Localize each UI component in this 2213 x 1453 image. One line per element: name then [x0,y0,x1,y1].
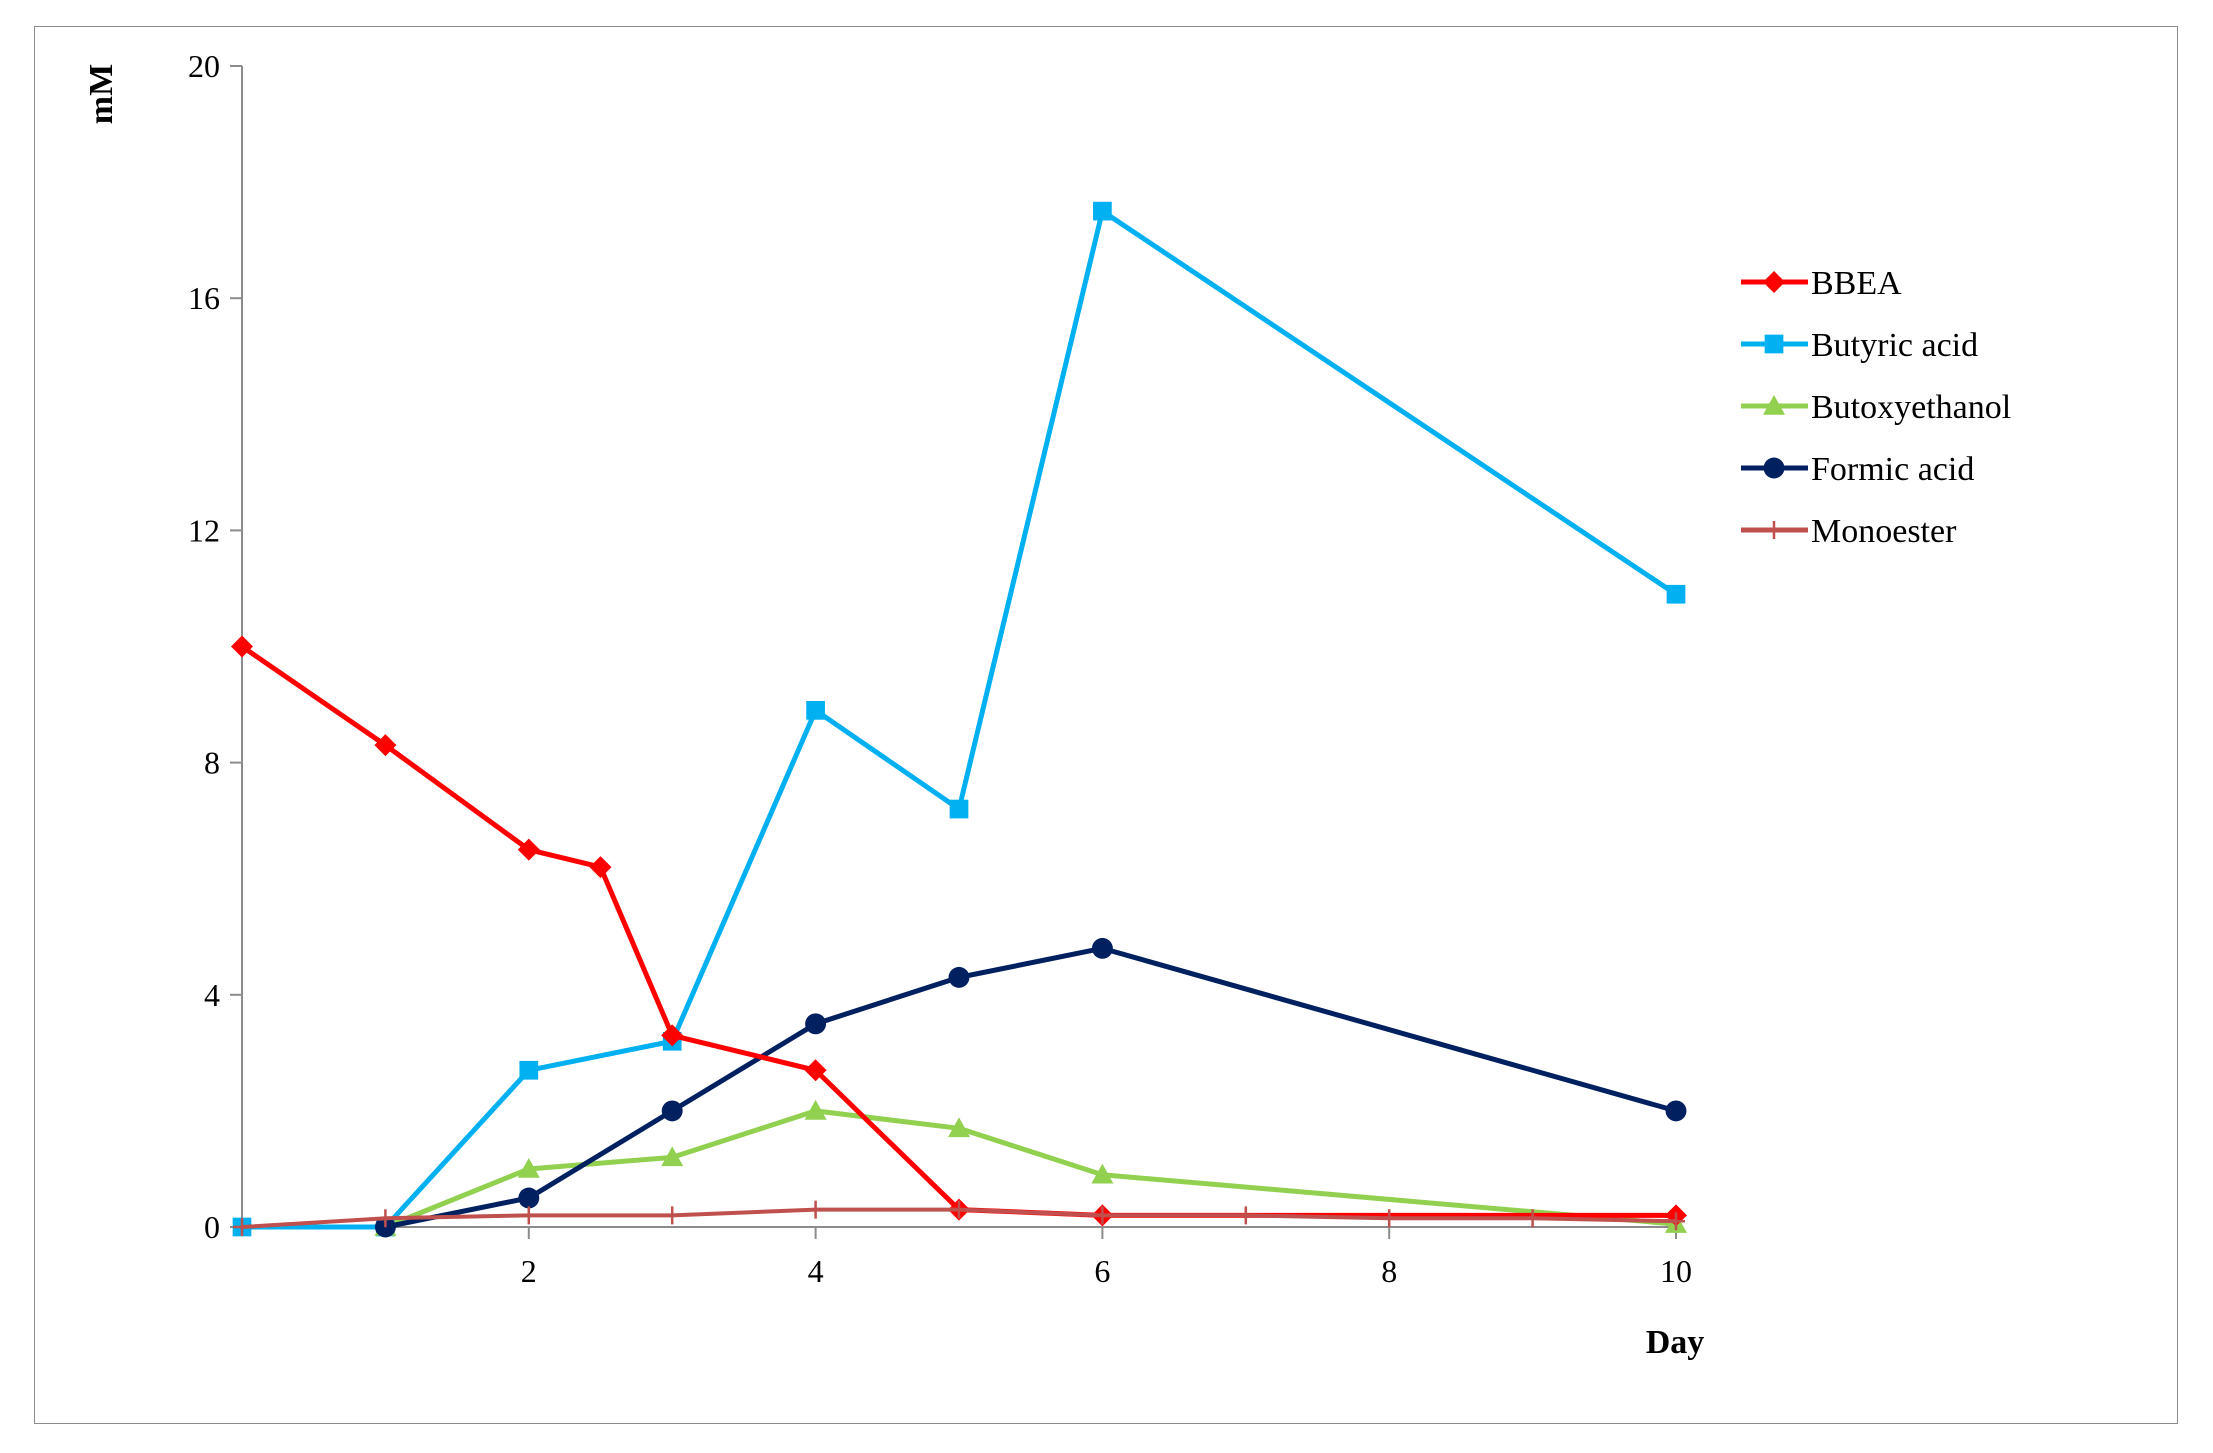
data-point [1093,1206,1112,1225]
data-point [661,1146,684,1167]
series-butyric-acid [232,201,1686,1237]
y-tick-label: 8 [204,745,220,781]
y-tick-label: 12 [188,512,220,548]
y-tick-label: 16 [188,280,220,316]
series-layer [231,201,1687,1238]
data-point [1523,1209,1542,1228]
data-point [517,1157,540,1178]
legend-marker [1765,521,1783,539]
legend-item: Butyric acid [1741,327,1978,364]
data-point [1091,1163,1114,1184]
x-axis-title: Day [1646,1324,1705,1361]
data-point [806,701,825,720]
data-point [806,1200,825,1219]
data-point [374,734,397,757]
legend-item: Monoester [1741,513,1957,550]
y-tick-label: 0 [204,1209,220,1245]
legend-label: Butyric acid [1811,327,1978,364]
data-point [519,1206,538,1225]
legend-item: BBEA [1741,265,1902,302]
data-point [517,838,540,861]
data-point [950,1200,968,1219]
data-point [1665,1100,1687,1122]
data-point [233,1218,251,1236]
data-point [948,1117,970,1138]
legend-label: BBEA [1811,265,1902,302]
legend-marker [1764,334,1784,354]
data-point [949,799,969,819]
data-point [589,856,612,879]
data-point [518,1187,540,1209]
data-point [1667,1212,1685,1231]
data-point [948,966,970,988]
data-point [1091,937,1113,959]
legend-label: Butoxyethanol [1811,389,2011,426]
legend-marker [1763,395,1785,415]
data-point [804,1099,827,1120]
data-point [1093,201,1112,221]
y-tick-label: 20 [188,48,220,84]
x-tick-label: 6 [1094,1253,1110,1289]
legend: BBEA Butyric acid Butoxyethanol Formic acid… [1741,265,2011,550]
chart-frame [34,26,2178,1424]
series-formic-acid [374,937,1687,1238]
data-point [1380,1209,1399,1228]
legend-item: Formic acid [1741,451,1974,488]
series-line [384,945,1677,1230]
x-tick-label: 8 [1381,1253,1397,1289]
x-tick-label: 4 [808,1253,824,1289]
data-point [804,1059,827,1082]
data-point [661,1024,684,1047]
legend-item: Butoxyethanol [1741,389,2011,426]
data-point [231,635,253,658]
y-tick-label: 4 [204,977,220,1013]
legend-marker [1763,271,1785,293]
legend-label: Monoester [1811,513,1957,550]
series-monoester [233,1200,1685,1236]
y-axis-title: mM [83,64,120,124]
data-point [663,1206,682,1225]
series-line [242,208,1678,1230]
x-tick-label: 2 [521,1253,537,1289]
x-tick-label: 10 [1660,1253,1692,1289]
legend-marker [1763,457,1785,479]
data-point [661,1100,683,1122]
legend-label: Formic acid [1811,451,1974,488]
data-point [376,1209,395,1228]
data-point [519,1060,539,1080]
series-bbea [231,635,1687,1227]
data-point [805,1013,827,1035]
data-point [1236,1206,1255,1225]
data-point [1666,584,1686,604]
